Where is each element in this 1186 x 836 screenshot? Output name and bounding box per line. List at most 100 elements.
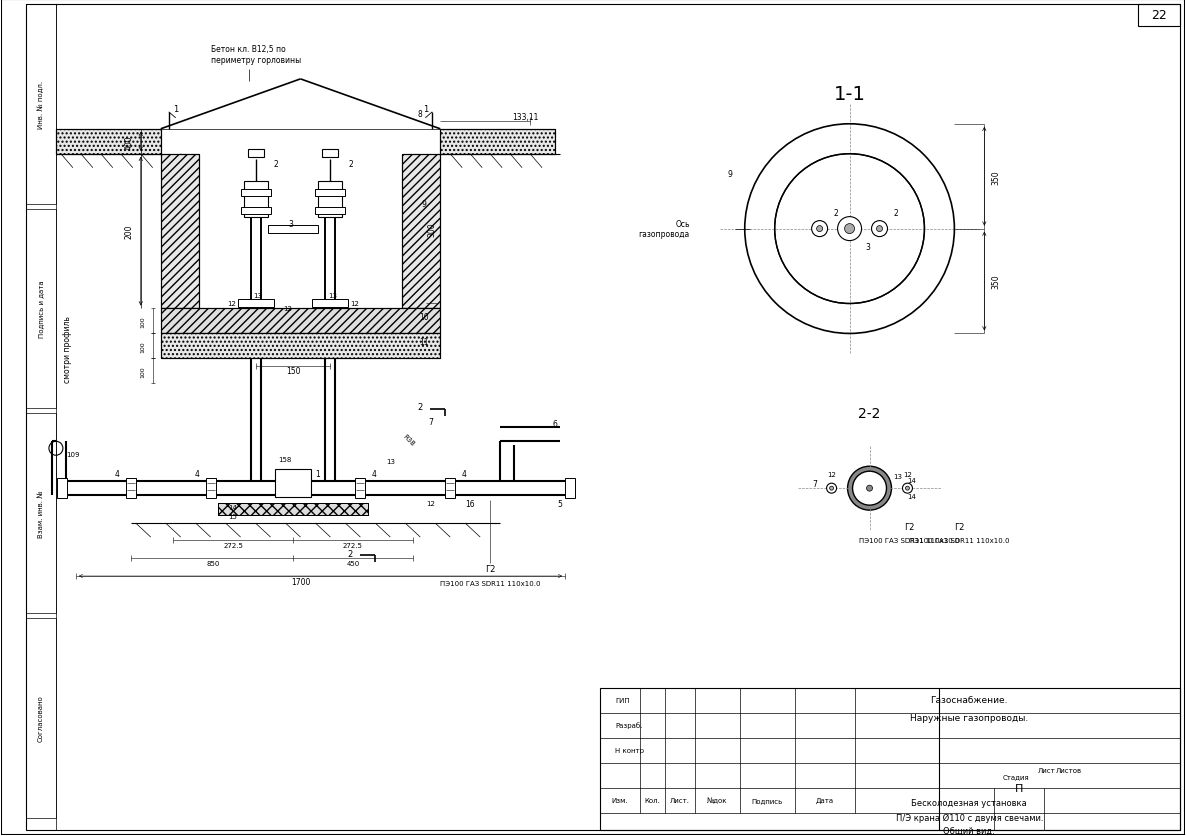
Text: 2: 2 bbox=[273, 160, 278, 169]
Text: 272.5: 272.5 bbox=[223, 543, 243, 548]
Circle shape bbox=[903, 483, 912, 493]
Text: Кол.: Кол. bbox=[644, 797, 659, 803]
Bar bbox=[241, 207, 270, 214]
Bar bbox=[1139, 5, 1180, 27]
Text: 14: 14 bbox=[907, 477, 916, 483]
Text: 10: 10 bbox=[420, 313, 429, 322]
Text: 13: 13 bbox=[893, 474, 903, 480]
Circle shape bbox=[872, 222, 887, 237]
Text: Г2: Г2 bbox=[904, 522, 914, 531]
Text: 3: 3 bbox=[865, 242, 871, 252]
Text: 109: 109 bbox=[66, 451, 79, 457]
Bar bbox=[161, 155, 199, 309]
Text: смотри профиль: смотри профиль bbox=[63, 316, 72, 382]
Bar bbox=[26, 414, 56, 614]
Bar bbox=[319, 181, 343, 217]
Circle shape bbox=[837, 217, 861, 242]
Text: Общий вид.: Общий вид. bbox=[944, 826, 995, 835]
Bar bbox=[218, 503, 368, 516]
Text: Лист.: Лист. bbox=[670, 797, 690, 803]
Bar bbox=[161, 309, 440, 334]
Text: Согласовано: Согласовано bbox=[38, 695, 44, 742]
Circle shape bbox=[774, 155, 924, 304]
Text: ПЭ100 ГАЗ SDR11 110х10.0: ПЭ100 ГАЗ SDR11 110х10.0 bbox=[910, 538, 1009, 543]
Circle shape bbox=[867, 486, 873, 492]
Text: Лист: Лист bbox=[1038, 767, 1056, 772]
Bar bbox=[315, 207, 345, 214]
Text: Подпись: Подпись bbox=[751, 797, 783, 803]
Text: 2: 2 bbox=[893, 209, 898, 218]
Text: Изм.: Изм. bbox=[612, 797, 629, 803]
Text: 11: 11 bbox=[420, 338, 429, 346]
Text: 4: 4 bbox=[372, 469, 377, 478]
Bar bbox=[600, 688, 1180, 829]
Circle shape bbox=[848, 466, 892, 511]
Text: 7: 7 bbox=[428, 417, 433, 426]
Text: 14: 14 bbox=[907, 493, 916, 500]
Bar bbox=[241, 190, 270, 196]
Bar bbox=[440, 130, 555, 155]
Text: ПЭ100 ГАЗ SDR11 110х10.0: ПЭ100 ГАЗ SDR11 110х10.0 bbox=[440, 580, 541, 586]
Text: 15: 15 bbox=[229, 513, 237, 519]
Text: 8: 8 bbox=[417, 110, 422, 120]
Text: 1: 1 bbox=[422, 105, 428, 115]
Text: Дата: Дата bbox=[816, 797, 834, 803]
Circle shape bbox=[829, 487, 834, 491]
Text: 14: 14 bbox=[229, 505, 237, 511]
Bar bbox=[161, 334, 440, 359]
Bar bbox=[56, 130, 161, 155]
Text: Листов: Листов bbox=[1056, 767, 1083, 772]
Text: 16: 16 bbox=[465, 499, 476, 508]
Bar bbox=[26, 618, 56, 818]
Text: №док: №док bbox=[707, 797, 727, 803]
Bar bbox=[237, 300, 274, 308]
Bar bbox=[218, 503, 368, 516]
Text: 12: 12 bbox=[827, 472, 836, 477]
Text: 4: 4 bbox=[114, 469, 120, 478]
Text: ПЭ100 ГАЗ SDR11 110х10.0: ПЭ100 ГАЗ SDR11 110х10.0 bbox=[859, 538, 959, 543]
Bar bbox=[126, 479, 135, 498]
Bar bbox=[248, 150, 263, 157]
Text: 12: 12 bbox=[903, 472, 912, 477]
Text: Бетон кл. B12,5 по
периметру горловины: Бетон кл. B12,5 по периметру горловины bbox=[211, 45, 301, 64]
Text: 133,11: 133,11 bbox=[512, 113, 538, 122]
Bar bbox=[57, 479, 66, 498]
Text: П/Э крана Ø110 с двумя свечами.: П/Э крана Ø110 с двумя свечами. bbox=[895, 813, 1044, 823]
Bar bbox=[565, 479, 575, 498]
Bar bbox=[161, 155, 199, 309]
Circle shape bbox=[817, 227, 823, 232]
Text: 400: 400 bbox=[125, 135, 133, 150]
Text: 6: 6 bbox=[553, 420, 557, 428]
Text: 3: 3 bbox=[288, 220, 293, 229]
Text: 4: 4 bbox=[195, 469, 199, 478]
Text: 4: 4 bbox=[461, 469, 466, 478]
Text: 5: 5 bbox=[557, 499, 562, 508]
Text: R38: R38 bbox=[401, 433, 415, 446]
Bar bbox=[312, 300, 349, 308]
Text: 9: 9 bbox=[422, 200, 427, 209]
Text: 200: 200 bbox=[125, 225, 133, 239]
Text: 100: 100 bbox=[140, 316, 145, 328]
Text: 2-2: 2-2 bbox=[859, 407, 881, 421]
Circle shape bbox=[905, 487, 910, 491]
Bar bbox=[323, 150, 338, 157]
Text: Взам. инв. №: Взам. инв. № bbox=[38, 490, 44, 538]
Text: 100: 100 bbox=[140, 341, 145, 352]
Text: Инв. № подл.: Инв. № подл. bbox=[38, 80, 44, 129]
Text: 100: 100 bbox=[140, 365, 145, 377]
Text: Г2: Г2 bbox=[955, 522, 964, 531]
Bar bbox=[440, 130, 555, 155]
Text: 12: 12 bbox=[228, 301, 236, 307]
Text: 158: 158 bbox=[279, 456, 292, 462]
Text: Бесколодезная установка: Бесколодезная установка bbox=[912, 798, 1027, 808]
Bar bbox=[161, 334, 440, 359]
Text: 13: 13 bbox=[385, 459, 395, 465]
Bar bbox=[402, 155, 440, 309]
Circle shape bbox=[827, 483, 836, 493]
Bar bbox=[315, 190, 345, 196]
Text: П: П bbox=[1015, 782, 1024, 793]
Bar bbox=[402, 155, 440, 309]
Text: Подпись и дата: Подпись и дата bbox=[38, 280, 44, 338]
Circle shape bbox=[745, 125, 955, 334]
Bar bbox=[356, 479, 365, 498]
